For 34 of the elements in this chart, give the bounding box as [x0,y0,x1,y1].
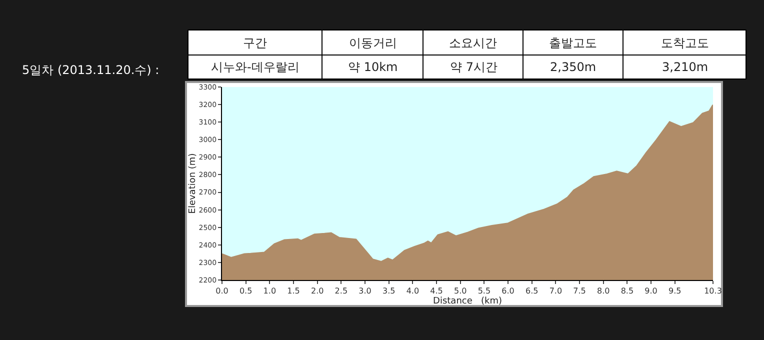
text: 3,210m [662,60,708,74]
text: 도착고도 [661,36,709,50]
y-axis-title: Elevation (m) [188,153,198,214]
x-tick-label: 7.5 [573,286,586,296]
text: 소요시간 [449,36,497,50]
text: 약 7시간 [450,60,498,74]
x-tick-label: 2.5 [334,286,348,296]
x-tick-label: 6.5 [525,286,538,296]
x-tick-label: 4.0 [406,286,420,296]
x-tick-label: 5.5 [478,286,491,296]
x-tick-label: 0.0 [216,286,228,296]
x-tick-label: 3.0 [358,286,372,296]
x-tick-label: 9.5 [668,286,682,296]
text: 시누와-데우랄리 [211,60,300,74]
x-tick-label: 3.5 [382,286,396,296]
text: 2,350m [550,60,596,74]
x-tick-label: 6.0 [502,286,514,296]
x-tick-label: 0.5 [239,286,252,296]
x-tick-label: 9.0 [644,286,658,296]
x-tick-label: 2.0 [310,286,324,296]
text: 구간 [243,36,267,50]
x-tick-label: 8.0 [596,286,610,296]
x-tick-label: 4.5 [430,286,443,296]
text: 이동거리 [349,36,397,50]
x-tick-label: 7.0 [549,286,562,296]
x-tick-label: 5.0 [454,286,467,296]
x-tick-label: 1.5 [287,286,300,296]
x-axis-title: Distance (km) [433,296,502,306]
text: 약 10km [348,60,398,74]
x-tick-label: 10.3 [704,286,722,296]
text: 출발고도 [549,36,597,50]
text: 5일차 (2013.11.20.수) : [22,63,160,77]
x-tick-label: 1.0 [263,286,276,296]
x-tick-label: 8.5 [620,286,634,296]
